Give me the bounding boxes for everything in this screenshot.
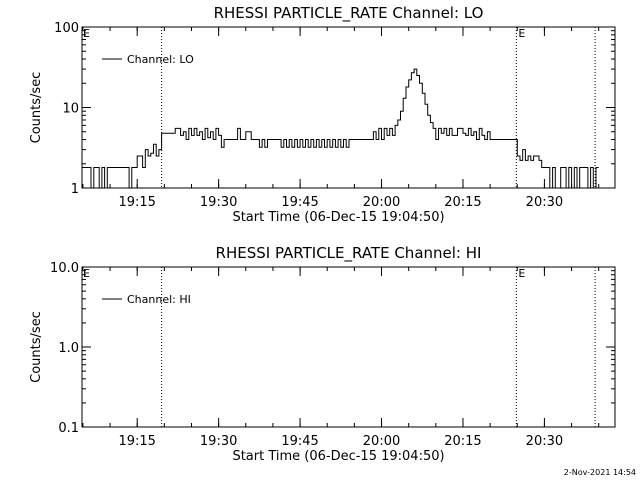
x-tick-label: 20:00 (363, 434, 400, 449)
event-marker-label: E (518, 27, 525, 40)
chart-title: RHESSI PARTICLE_RATE Channel: HI (216, 244, 482, 263)
lo-channel-panel: RHESSI PARTICLE_RATE Channel: LO 1 10 100 19… (29, 4, 616, 225)
x-tick-label: 19:45 (281, 195, 318, 210)
x-tick-label: 19:30 (200, 195, 237, 210)
y-tick-label: 100 (54, 21, 79, 36)
hi-channel-panel: RHESSI PARTICLE_RATE Channel: HI 0.1 1.0 10… (29, 244, 616, 464)
legend-label: Channel: LO (127, 53, 194, 66)
y-tick-label: 1.0 (58, 341, 79, 356)
legend-label: Channel: HI (127, 293, 191, 306)
start-marker-label: E (83, 27, 90, 40)
y-tick-label: 10.0 (50, 261, 79, 276)
x-tick-label: 19:15 (118, 434, 155, 449)
series-line (82, 68, 599, 188)
start-marker-label: E (83, 267, 90, 280)
y-axis-label: Counts/sec (29, 311, 44, 383)
chart-title: RHESSI PARTICLE_RATE Channel: LO (214, 4, 484, 23)
x-tick-label: 20:15 (444, 434, 481, 449)
y-tick-label: 10 (62, 102, 79, 117)
x-tick-label: 20:00 (363, 195, 400, 210)
y-tick-label: 1 (71, 182, 79, 197)
event-marker-label: E (518, 267, 525, 280)
x-tick-label: 20:15 (444, 195, 481, 210)
footer-timestamp: 2-Nov-2021 14:54 (564, 468, 636, 477)
x-tick-label: 20:30 (526, 434, 563, 449)
x-axis-label: Start Time (06-Dec-15 19:04:50) (232, 449, 444, 464)
y-axis-label: Counts/sec (29, 72, 44, 144)
x-tick-label: 19:15 (118, 195, 155, 210)
x-tick-label: 20:30 (526, 195, 563, 210)
x-tick-label: 19:45 (281, 434, 318, 449)
x-axis-label: Start Time (06-Dec-15 19:04:50) (232, 210, 444, 225)
x-tick-label: 19:30 (200, 434, 237, 449)
y-tick-label: 0.1 (58, 421, 79, 436)
